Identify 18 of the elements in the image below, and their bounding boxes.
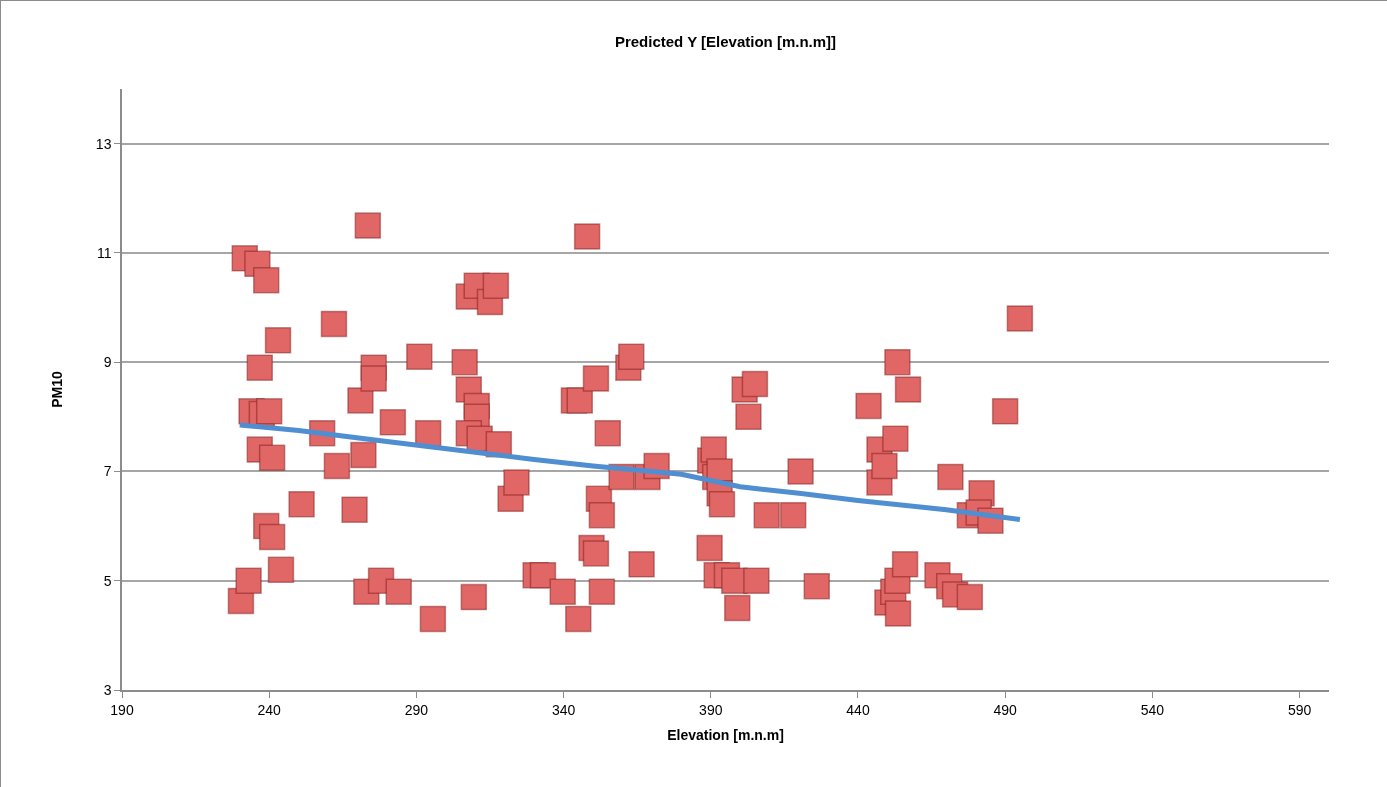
x-tick-label: 540 — [1140, 701, 1165, 718]
chart-title: Predicted Y [Elevation [m.n.m]] — [614, 32, 837, 50]
x-tick-label: 390 — [699, 701, 723, 718]
x-axis-title: Elevation [m.n.m] — [667, 727, 784, 744]
x-tick-label: 290 — [404, 701, 429, 718]
y-tick-label: 9 — [103, 354, 112, 371]
x-tick-label: 590 — [1287, 701, 1312, 718]
x-tick-label: 240 — [257, 701, 282, 718]
y-axis-title: PM10 — [48, 371, 65, 408]
y-tick-label: 3 — [103, 681, 112, 698]
x-tick-label: 490 — [993, 701, 1018, 718]
y-tick-label: 5 — [103, 572, 112, 589]
x-tick-label: 440 — [846, 701, 870, 718]
y-tick-label: 11 — [96, 244, 112, 261]
y-tick-label: 13 — [95, 135, 112, 152]
y-tick-label: 7 — [103, 463, 112, 480]
x-tick-label: 190 — [110, 701, 134, 718]
x-tick-label: 340 — [551, 701, 576, 718]
